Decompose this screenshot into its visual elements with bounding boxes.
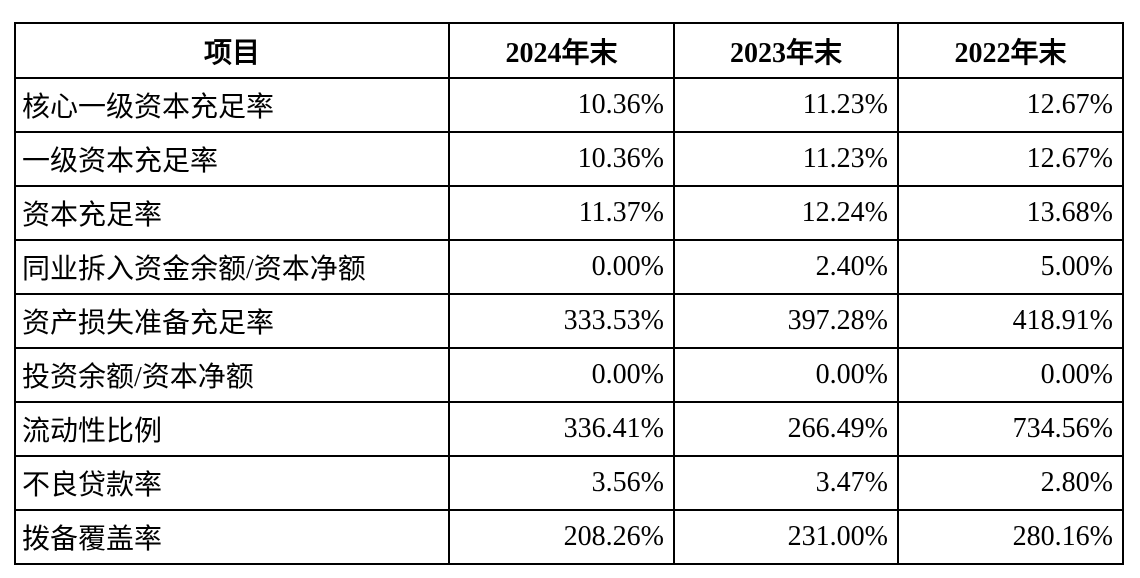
row-label: 一级资本充足率: [14, 131, 450, 187]
header-2024: 2024年末: [448, 22, 675, 79]
row-value: 266.49%: [673, 401, 899, 457]
table-row: 核心一级资本充足率 10.36% 11.23% 12.67%: [14, 77, 1124, 133]
financial-ratios-table: 项目 2024年末 2023年末 2022年末 核心一级资本充足率 10.36%…: [14, 22, 1124, 565]
row-value: 2.80%: [897, 455, 1124, 511]
row-value: 3.56%: [448, 455, 675, 511]
row-value: 0.00%: [448, 239, 675, 295]
row-value: 3.47%: [673, 455, 899, 511]
table-row: 一级资本充足率 10.36% 11.23% 12.67%: [14, 131, 1124, 187]
table-row: 拨备覆盖率 208.26% 231.00% 280.16%: [14, 509, 1124, 565]
table-row: 资本充足率 11.37% 12.24% 13.68%: [14, 185, 1124, 241]
row-label: 核心一级资本充足率: [14, 77, 450, 133]
row-value: 208.26%: [448, 509, 675, 565]
row-value: 11.37%: [448, 185, 675, 241]
row-value: 336.41%: [448, 401, 675, 457]
header-2023: 2023年末: [673, 22, 899, 79]
table-row: 投资余额/资本净额 0.00% 0.00% 0.00%: [14, 347, 1124, 403]
row-label: 不良贷款率: [14, 455, 450, 511]
row-label: 流动性比例: [14, 401, 450, 457]
row-value: 2.40%: [673, 239, 899, 295]
row-value: 12.67%: [897, 77, 1124, 133]
row-value: 10.36%: [448, 131, 675, 187]
row-value: 397.28%: [673, 293, 899, 349]
row-value: 11.23%: [673, 77, 899, 133]
row-value: 13.68%: [897, 185, 1124, 241]
row-value: 11.23%: [673, 131, 899, 187]
row-value: 10.36%: [448, 77, 675, 133]
row-value: 0.00%: [897, 347, 1124, 403]
row-value: 280.16%: [897, 509, 1124, 565]
header-2022: 2022年末: [897, 22, 1124, 79]
table-row: 同业拆入资金余额/资本净额 0.00% 2.40% 5.00%: [14, 239, 1124, 295]
row-value: 0.00%: [673, 347, 899, 403]
table-row: 资产损失准备充足率 333.53% 397.28% 418.91%: [14, 293, 1124, 349]
row-value: 418.91%: [897, 293, 1124, 349]
row-value: 12.67%: [897, 131, 1124, 187]
row-value: 5.00%: [897, 239, 1124, 295]
row-label: 资本充足率: [14, 185, 450, 241]
row-value: 0.00%: [448, 347, 675, 403]
header-row: 项目 2024年末 2023年末 2022年末: [14, 22, 1124, 79]
table-row: 流动性比例 336.41% 266.49% 734.56%: [14, 401, 1124, 457]
row-value: 734.56%: [897, 401, 1124, 457]
row-label: 资产损失准备充足率: [14, 293, 450, 349]
row-label: 同业拆入资金余额/资本净额: [14, 239, 450, 295]
header-item: 项目: [14, 22, 450, 79]
row-label: 投资余额/资本净额: [14, 347, 450, 403]
table-row: 不良贷款率 3.56% 3.47% 2.80%: [14, 455, 1124, 511]
row-value: 231.00%: [673, 509, 899, 565]
row-value: 333.53%: [448, 293, 675, 349]
row-value: 12.24%: [673, 185, 899, 241]
row-label: 拨备覆盖率: [14, 509, 450, 565]
